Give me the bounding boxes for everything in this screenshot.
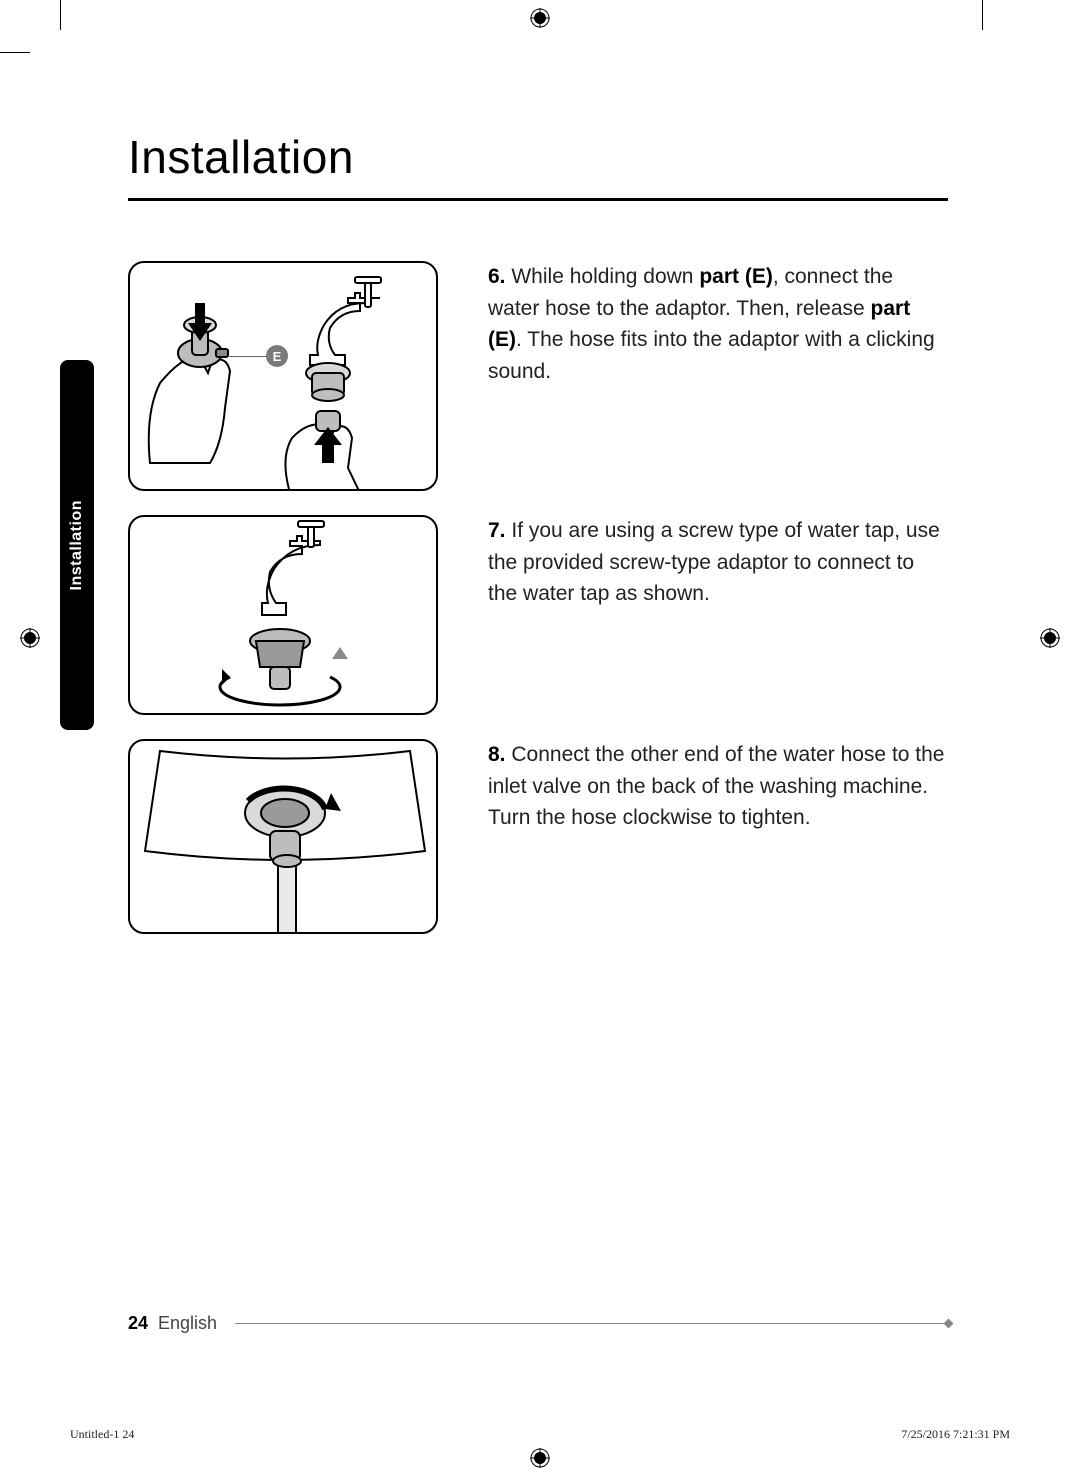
registration-mark-bottom bbox=[530, 1448, 550, 1468]
page-content: Installation E bbox=[128, 130, 948, 934]
print-meta-left: Untitled-1 24 bbox=[70, 1427, 134, 1442]
step-text-part: . The hose fits into the adaptor with a … bbox=[488, 328, 935, 383]
step-row: E bbox=[128, 261, 948, 491]
registration-mark-top bbox=[530, 8, 550, 28]
step-number: 7. bbox=[488, 519, 506, 542]
section-tab: Installation bbox=[60, 360, 94, 730]
page-footer: 24 English bbox=[128, 1313, 948, 1334]
step-number: 8. bbox=[488, 743, 506, 766]
step-figure bbox=[128, 515, 438, 715]
step-text: 8. Connect the other end of the water ho… bbox=[488, 739, 948, 834]
label-leader-line bbox=[229, 356, 268, 357]
crop-tick bbox=[982, 0, 983, 30]
manual-page: Installation Installation E bbox=[0, 0, 1080, 1476]
step-text-bold: part (E) bbox=[699, 265, 773, 288]
page-number: 24 bbox=[128, 1313, 148, 1334]
step-text: 6. While holding down part (E), connect … bbox=[488, 261, 948, 387]
step-text-part: Connect the other end of the water hose … bbox=[488, 743, 944, 829]
step-text-part: If you are using a screw type of water t… bbox=[488, 519, 940, 605]
footer-rule bbox=[235, 1323, 948, 1324]
illustration-svg bbox=[130, 741, 438, 934]
step-row: 7. If you are using a screw type of wate… bbox=[128, 515, 948, 715]
registration-mark-left bbox=[20, 628, 40, 648]
crop-tick bbox=[60, 0, 61, 30]
step-row: 8. Connect the other end of the water ho… bbox=[128, 739, 948, 934]
crop-tick bbox=[0, 52, 30, 53]
section-tab-label: Installation bbox=[68, 500, 86, 590]
steps-list: E bbox=[128, 261, 948, 934]
step-number: 6. bbox=[488, 265, 506, 288]
step-figure bbox=[128, 739, 438, 934]
illustration-svg bbox=[130, 263, 438, 491]
registration-mark-right bbox=[1040, 628, 1060, 648]
print-meta-right: 7/25/2016 7:21:31 PM bbox=[901, 1427, 1010, 1442]
illustration-svg bbox=[130, 517, 438, 715]
step-text-part: While holding down bbox=[511, 265, 699, 288]
step-text: 7. If you are using a screw type of wate… bbox=[488, 515, 948, 610]
step-figure: E bbox=[128, 261, 438, 491]
page-language: English bbox=[158, 1313, 217, 1334]
page-title: Installation bbox=[128, 130, 948, 201]
figure-part-label: E bbox=[266, 345, 288, 367]
